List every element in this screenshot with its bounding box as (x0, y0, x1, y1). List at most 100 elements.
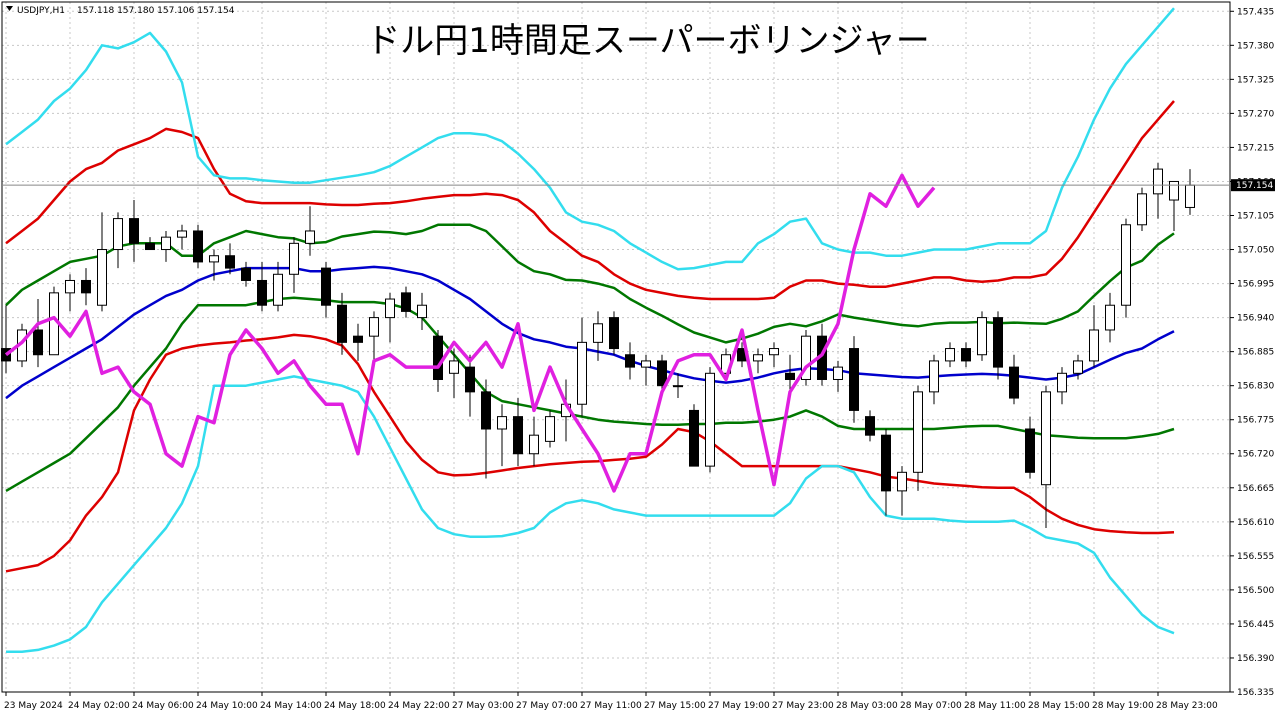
bear-candle (625, 342, 635, 380)
bear-candle (193, 224, 203, 269)
candle-body (641, 360, 651, 368)
bull-candle (113, 212, 123, 269)
bull-candle (289, 237, 299, 293)
bear-candle (513, 398, 523, 467)
x-tick-label: 28 May 03:00 (836, 701, 898, 711)
candle-body (449, 360, 459, 374)
candle-body (97, 249, 107, 306)
candle-body (1169, 180, 1179, 201)
candle-body (257, 279, 267, 306)
candle-body (1105, 304, 1115, 331)
candle-body (385, 298, 395, 319)
x-tick-label: 27 May 23:00 (772, 701, 834, 711)
y-tick-label: 156.665 (1237, 484, 1274, 494)
y-tick-label: 156.390 (1237, 654, 1274, 664)
bull-candle (497, 404, 507, 467)
x-tick-label: 24 May 14:00 (260, 701, 322, 711)
bear-candle (993, 311, 1003, 380)
bull-candle (529, 416, 539, 467)
x-tick-label: 23 May 2024 (4, 701, 63, 711)
x-tick-label: 27 May 11:00 (580, 701, 642, 711)
candle-body (433, 335, 443, 380)
candle-body (993, 317, 1003, 368)
bear-candle (257, 261, 267, 312)
candle-body (289, 242, 299, 275)
bull-candle (1137, 187, 1147, 231)
bull-candle (977, 311, 987, 361)
y-tick-label: 156.555 (1237, 552, 1274, 562)
candle-body (1041, 391, 1051, 486)
band1-line (5, 296, 1175, 492)
candle-body (65, 279, 75, 294)
bear-candle (401, 286, 411, 318)
candle-body (977, 317, 987, 356)
candle-body (801, 335, 811, 380)
bull-candle (65, 274, 75, 312)
candle-body (497, 416, 507, 430)
bollinger-bands (5, 7, 1175, 654)
bull-candle (1057, 367, 1067, 405)
candle-body (625, 354, 635, 368)
bull-candle (1041, 385, 1051, 529)
candle-body (353, 335, 363, 343)
bull-candle (705, 367, 715, 473)
x-tick-label: 28 May 07:00 (900, 701, 962, 711)
current-price-label: 157.154 (1236, 181, 1273, 191)
candle-body (1137, 193, 1147, 226)
candle-body (897, 471, 907, 492)
y-tick-label: 156.610 (1237, 518, 1274, 528)
candle-body (193, 230, 203, 263)
chikou-line (4, 173, 936, 493)
bear-candle (689, 404, 699, 467)
bull-candle (417, 292, 427, 330)
band2-line (5, 333, 1175, 573)
chikou-span (4, 173, 936, 493)
bull-candle (833, 360, 843, 392)
bear-candle (609, 311, 619, 355)
bull-candle (209, 249, 219, 281)
y-tick-label: 156.775 (1237, 416, 1274, 426)
candle-body (529, 434, 539, 455)
x-tick-label: 27 May 03:00 (452, 701, 514, 711)
x-tick-label: 28 May 23:00 (1156, 701, 1218, 711)
bull-candle (593, 311, 603, 361)
y-tick-label: 156.995 (1237, 280, 1274, 290)
x-tick-label: 24 May 18:00 (324, 701, 386, 711)
x-tick-label: 24 May 02:00 (68, 701, 130, 711)
ohlc-readout: 157.118 157.180 157.106 157.154 (77, 6, 235, 16)
y-tick-label: 156.720 (1237, 450, 1274, 460)
y-tick-label: 157.270 (1237, 109, 1274, 119)
candle-body (305, 230, 315, 244)
symbol-label: USDJPY,H1 (17, 6, 65, 16)
candle-body (785, 372, 795, 380)
bull-candle (385, 292, 395, 343)
candle-body (1025, 428, 1035, 473)
band2u-line (5, 100, 1175, 301)
candle-body (609, 317, 619, 350)
bull-candle (577, 317, 587, 417)
candle-body (225, 255, 235, 269)
bull-candle (753, 348, 763, 374)
candle-body (513, 416, 523, 455)
bear-candle (465, 354, 475, 417)
candle-body (1121, 224, 1131, 306)
bull-candle (177, 224, 187, 250)
bull-candle (945, 342, 955, 368)
candle-body (577, 341, 587, 405)
candle-body (129, 218, 139, 244)
symbol-menu-icon[interactable] (6, 6, 13, 11)
candle-body (657, 360, 667, 387)
candle-body (833, 366, 843, 380)
bear-candle (33, 299, 43, 368)
x-tick-label: 28 May 19:00 (1092, 701, 1154, 711)
price-axis: 157.435 157.380 157.325 157.270 157.215 157.1… (1230, 7, 1274, 698)
candle-body (401, 292, 411, 312)
candle-body (961, 348, 971, 362)
bear-candle (81, 268, 91, 306)
candle-body (1185, 184, 1195, 208)
bull-candle (913, 385, 923, 491)
bear-candle (1009, 354, 1019, 405)
bear-candle (657, 354, 667, 392)
